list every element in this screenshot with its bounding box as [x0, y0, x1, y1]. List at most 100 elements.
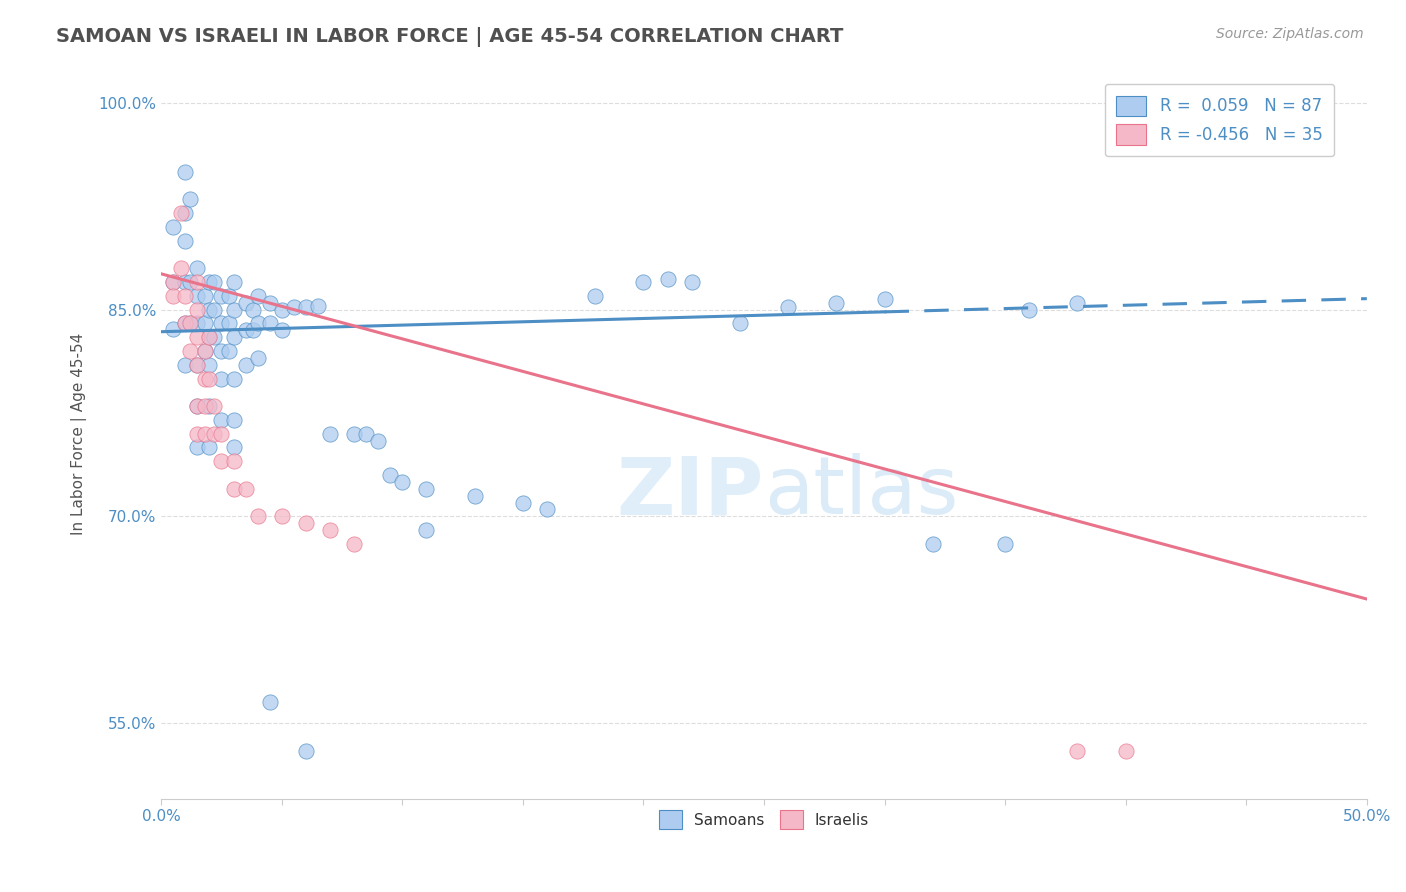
Point: [222, 330, 245, 344]
Point: [211, 413, 233, 427]
Point: [202, 302, 225, 317]
Point: [198, 399, 221, 413]
Point: [235, 482, 257, 496]
Point: [512, 495, 534, 509]
Point: [194, 343, 217, 358]
Point: [211, 454, 233, 468]
Point: [259, 317, 281, 331]
Point: [307, 299, 329, 313]
Point: [202, 330, 225, 344]
Point: [179, 317, 201, 331]
Point: [186, 399, 208, 413]
Point: [186, 275, 208, 289]
Point: [235, 295, 257, 310]
Point: [198, 330, 221, 344]
Point: [222, 302, 245, 317]
Point: [169, 206, 191, 220]
Point: [295, 516, 318, 531]
Point: [162, 322, 184, 336]
Point: [194, 343, 217, 358]
Point: [186, 317, 208, 331]
Point: [174, 289, 197, 303]
Point: [415, 523, 437, 537]
Point: [681, 275, 703, 289]
Point: [391, 475, 413, 489]
Text: Source: ZipAtlas.com: Source: ZipAtlas.com: [1216, 27, 1364, 41]
Point: [319, 523, 342, 537]
Text: SAMOAN VS ISRAELI IN LABOR FORCE | AGE 45-54 CORRELATION CHART: SAMOAN VS ISRAELI IN LABOR FORCE | AGE 4…: [56, 27, 844, 46]
Point: [222, 371, 245, 385]
Point: [198, 358, 221, 372]
Point: [218, 317, 240, 331]
Point: [186, 261, 208, 276]
Point: [1018, 302, 1040, 317]
Point: [295, 300, 318, 314]
Point: [218, 343, 240, 358]
Y-axis label: In Labor Force | Age 45-54: In Labor Force | Age 45-54: [72, 333, 87, 535]
Point: [211, 343, 233, 358]
Point: [259, 295, 281, 310]
Point: [211, 289, 233, 303]
Text: atlas: atlas: [763, 453, 959, 531]
Point: [174, 234, 197, 248]
Point: [319, 426, 342, 441]
Point: [174, 317, 197, 331]
Point: [343, 426, 366, 441]
Point: [198, 371, 221, 385]
Point: [270, 509, 292, 524]
Point: [169, 261, 191, 276]
Point: [343, 537, 366, 551]
Point: [242, 323, 264, 337]
Point: [728, 317, 751, 331]
Point: [270, 302, 292, 317]
Point: [186, 358, 208, 372]
Point: [270, 323, 292, 337]
Point: [198, 275, 221, 289]
Point: [283, 300, 305, 314]
Point: [246, 289, 269, 303]
Point: [162, 275, 184, 289]
Point: [194, 399, 217, 413]
Point: [186, 302, 208, 317]
Point: [211, 317, 233, 331]
Point: [583, 289, 606, 303]
Point: [1115, 743, 1137, 757]
Point: [633, 275, 655, 289]
Point: [194, 426, 217, 441]
Point: [222, 482, 245, 496]
Point: [921, 537, 943, 551]
Point: [464, 489, 486, 503]
Point: [295, 743, 318, 757]
Point: [162, 275, 184, 289]
Point: [657, 272, 679, 286]
Point: [380, 468, 402, 483]
Point: [211, 371, 233, 385]
Point: [186, 330, 208, 344]
Point: [246, 509, 269, 524]
Point: [415, 482, 437, 496]
Point: [202, 399, 225, 413]
Point: [174, 206, 197, 220]
Point: [825, 295, 848, 310]
Point: [202, 426, 225, 441]
Point: [174, 275, 197, 289]
Point: [367, 434, 389, 448]
Point: [194, 289, 217, 303]
Point: [778, 300, 800, 314]
Point: [222, 275, 245, 289]
Point: [186, 358, 208, 372]
Point: [222, 413, 245, 427]
Point: [198, 302, 221, 317]
Point: [1066, 295, 1088, 310]
Point: [186, 426, 208, 441]
Point: [536, 502, 558, 516]
Point: [246, 351, 269, 365]
Point: [242, 302, 264, 317]
Point: [198, 441, 221, 455]
Point: [246, 317, 269, 331]
Point: [162, 219, 184, 234]
Point: [222, 454, 245, 468]
Point: [186, 441, 208, 455]
Point: [179, 193, 201, 207]
Legend: Samoans, Israelis: Samoans, Israelis: [652, 805, 875, 835]
